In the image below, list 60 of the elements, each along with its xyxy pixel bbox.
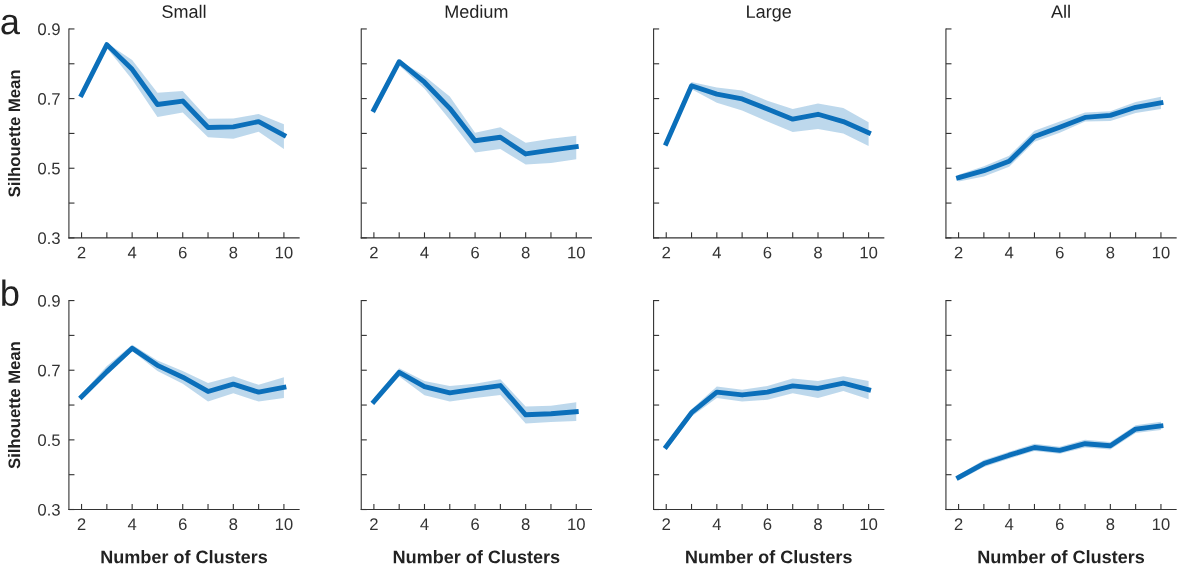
x-tick-label: 6 — [763, 246, 772, 259]
x-tick-label: 8 — [1106, 246, 1115, 259]
x-tick-label: 10 — [1152, 518, 1170, 531]
x-tick-label: 8 — [229, 246, 238, 259]
x-tick-label: 4 — [1004, 518, 1014, 530]
y-tick-label: 0.9 — [38, 23, 60, 36]
x-tick-label: 6 — [1055, 246, 1064, 259]
y-tick-label: 0.5 — [38, 434, 60, 447]
x-axis-title: Number of Clusters — [978, 550, 1145, 564]
x-tick-label: 8 — [521, 246, 530, 259]
x-tick-label: 2 — [370, 518, 378, 530]
chart-title: Small — [162, 4, 206, 19]
x-tick-label: 2 — [370, 246, 378, 259]
x-tick-label: 4 — [127, 246, 137, 259]
x-tick-label: 2 — [77, 518, 86, 530]
y-axis-title: Silhouette Mean — [7, 342, 21, 469]
x-tick-label: 10 — [1152, 246, 1170, 259]
y-tick-label: 0.3 — [38, 232, 60, 245]
y-tick-label: 0.5 — [38, 162, 60, 175]
chart-title: Large — [747, 5, 791, 22]
x-tick-label: 2 — [77, 246, 86, 259]
y-tick-label: 0.9 — [38, 294, 60, 307]
x-tick-label: 4 — [1004, 246, 1014, 259]
x-tick-label: 10 — [860, 246, 878, 259]
x-tick-label: 8 — [521, 518, 530, 531]
x-tick-label: 6 — [178, 246, 187, 259]
x-tick-label: 6 — [471, 246, 479, 259]
text: a — [1, 14, 20, 35]
x-tick-label: 2 — [954, 246, 963, 259]
x-tick-label: 6 — [471, 518, 479, 531]
x-tick-label: 6 — [1055, 518, 1064, 531]
x-tick-label: 8 — [229, 518, 238, 531]
x-axis-title: Number of Clusters — [686, 550, 852, 564]
x-tick-label: 4 — [420, 518, 429, 530]
x-tick-label: 8 — [814, 246, 822, 259]
x-tick-label: 6 — [178, 518, 187, 531]
x-tick-label: 2 — [662, 518, 671, 530]
x-tick-label: 2 — [954, 518, 963, 530]
x-tick-label: 2 — [662, 246, 671, 259]
x-axis-title: Number of Clusters — [393, 550, 560, 564]
x-tick-label: 6 — [763, 518, 772, 531]
x-tick-label: 4 — [712, 246, 721, 259]
y-tick-label: 0.3 — [38, 503, 60, 516]
x-tick-label: 8 — [814, 518, 822, 531]
y-axis-title: Silhouette Mean — [7, 70, 21, 197]
x-tick-label: 10 — [275, 518, 293, 531]
x-tick-label: 10 — [860, 518, 878, 531]
y-tick-label: 0.7 — [38, 93, 60, 105]
x-tick-label: 10 — [275, 246, 293, 259]
chart-title: All — [1051, 4, 1070, 18]
x-axis-title: Number of Clusters — [101, 550, 268, 564]
x-tick-label: 10 — [568, 518, 585, 531]
chart-title: Medium — [445, 4, 508, 19]
x-tick-label: 10 — [568, 246, 585, 259]
x-tick-label: 4 — [420, 246, 429, 259]
x-tick-label: 4 — [127, 518, 137, 530]
y-tick-label: 0.7 — [38, 364, 60, 377]
x-tick-label: 4 — [712, 518, 721, 530]
x-tick-label: 8 — [1106, 518, 1115, 531]
text: b — [2, 279, 19, 307]
